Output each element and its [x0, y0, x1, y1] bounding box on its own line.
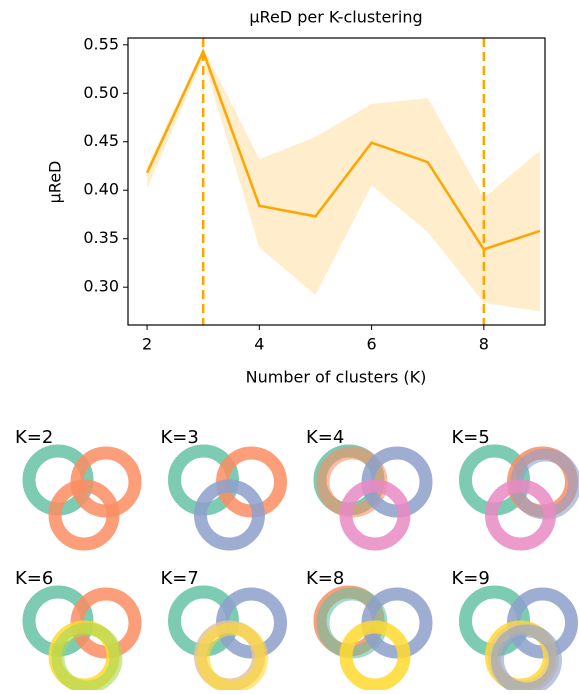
x-tick-label: 4 — [254, 335, 264, 354]
plot-frame — [127, 37, 546, 326]
panel-label: K=3 — [161, 427, 199, 448]
cluster-ring — [48, 479, 120, 551]
chart-title: μReD per K-clustering — [249, 8, 422, 27]
x-tick-label: 6 — [366, 335, 376, 354]
panel-label: K=7 — [161, 568, 199, 589]
x-axis-label: Number of clusters (K) — [246, 368, 427, 387]
x-tick-label: 2 — [142, 335, 152, 354]
panel-label: K=5 — [452, 427, 490, 448]
panel-label: K=4 — [306, 427, 344, 448]
panel-label: K=9 — [452, 568, 490, 589]
y-axis-label: μReD — [46, 161, 65, 204]
y-tick-label: 0.35 — [83, 228, 119, 247]
y-tick-label: 0.30 — [83, 277, 119, 296]
cluster-ring — [197, 622, 268, 694]
y-tick-label: 0.40 — [83, 180, 119, 199]
y-tick-label: 0.55 — [83, 34, 119, 53]
mean-line — [145, 48, 541, 251]
panel-label: K=2 — [15, 427, 53, 448]
panel-label: K=6 — [15, 568, 53, 589]
panel-label: K=8 — [306, 568, 344, 589]
cluster-ring — [51, 622, 123, 694]
x-tick-label: 8 — [479, 335, 489, 354]
cluster-ring — [339, 620, 411, 692]
cluster-ring — [194, 479, 265, 551]
cluster-ring — [491, 624, 562, 694]
y-tick-label: 0.45 — [83, 131, 119, 150]
y-tick-label: 0.50 — [83, 83, 119, 102]
cluster-ring — [485, 479, 556, 551]
cluster-ring — [339, 479, 411, 551]
